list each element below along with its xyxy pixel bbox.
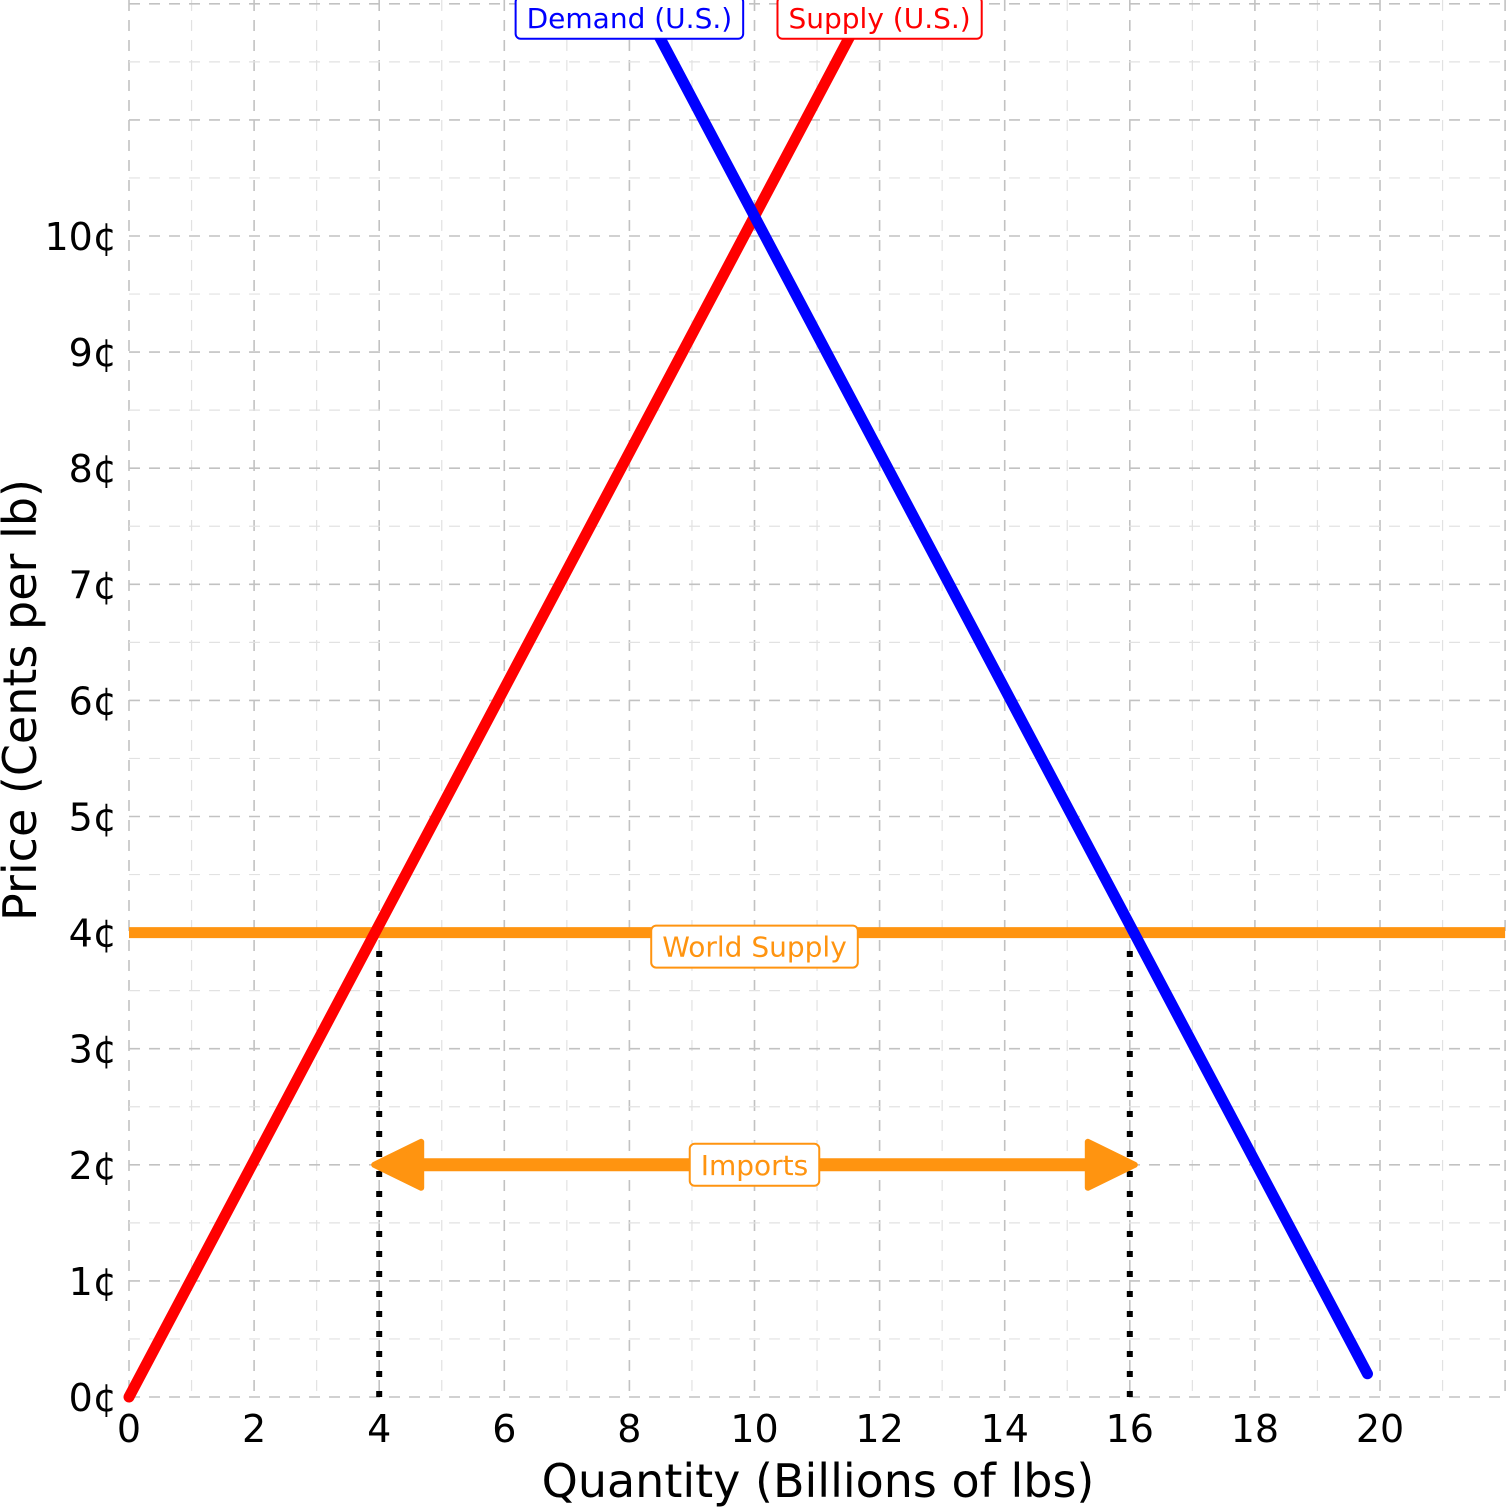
imports-arrow-right-head [1084, 1138, 1138, 1191]
y-tick-label: 2¢ [69, 1144, 117, 1188]
annotations: Demand (U.S.) Supply (U.S.) World Supply Im… [371, 0, 1138, 1191]
y-tick-label: 5¢ [69, 796, 117, 840]
x-tick-label: 10 [730, 1407, 778, 1451]
x-tick-label: 6 [492, 1407, 516, 1451]
y-tick-label: 9¢ [69, 331, 117, 375]
y-tick-label: 0¢ [69, 1376, 117, 1420]
y-axis-title: Price (Cents per lb) [0, 479, 47, 921]
supply-line [123, 0, 873, 1403]
supply-u-s-label: Supply (U.S.) [776, 0, 983, 40]
x-tick-label: 20 [1356, 1407, 1404, 1451]
imports-label-text: Imports [701, 1149, 809, 1182]
x-tick-label: 8 [617, 1407, 641, 1451]
x-tick-label: 16 [1106, 1407, 1154, 1451]
demand-u-s-label-box [514, 0, 745, 40]
imports-label: Imports [688, 1142, 821, 1187]
x-tick-label: 2 [242, 1407, 266, 1451]
imports-label-box [688, 1142, 821, 1187]
x-tick-label: 4 [367, 1407, 391, 1451]
grid [128, 0, 1507, 1398]
x-tick-label: 14 [981, 1407, 1029, 1451]
tick-labels: 0 2 4 6 8 10 12 14 16 18 20 0¢ 1¢ 2¢ 3¢ 4¢ 5¢ 6¢ 7¢ 8¢ 9¢ 10¢ [44, 215, 1404, 1451]
x-tick-label: 0 [117, 1407, 141, 1451]
world-supply-label-box [650, 924, 859, 969]
demand-u-s-label-text: Demand (U.S.) [527, 2, 733, 35]
x-tick-label: 12 [855, 1407, 903, 1451]
supply-u-s-label-box [776, 0, 983, 40]
demand-u-s-label: Demand (U.S.) [514, 0, 745, 40]
imports-arrow-left-head [371, 1138, 425, 1191]
y-tick-label: 8¢ [69, 447, 117, 491]
y-tick-label: 4¢ [69, 912, 117, 956]
world-supply-label: World Supply [650, 924, 859, 969]
world-supply-label-text: World Supply [662, 931, 847, 964]
y-tick-label: 1¢ [69, 1260, 117, 1304]
y-tick-label: 10¢ [44, 215, 117, 259]
y-tick-label: 7¢ [69, 563, 117, 607]
x-tick-label: 18 [1231, 1407, 1279, 1451]
y-tick-label: 6¢ [69, 679, 117, 723]
supply-u-s-label-text: Supply (U.S.) [788, 2, 970, 35]
y-tick-label: 3¢ [69, 1028, 117, 1072]
demand-line [636, 0, 1373, 1380]
x-axis-title: Quantity (Billions of lbs) [542, 1454, 1095, 1508]
